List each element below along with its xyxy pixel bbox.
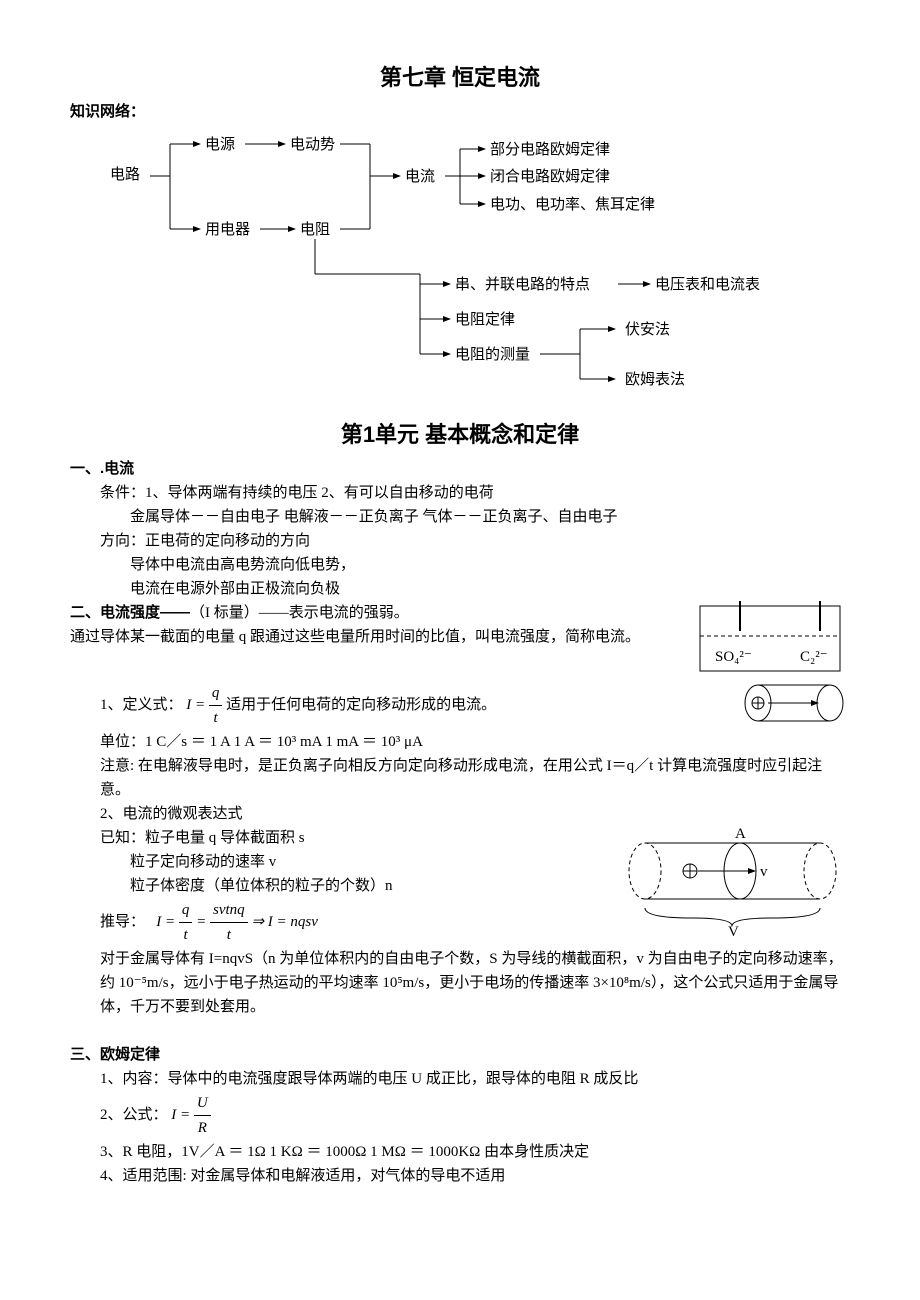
sec1-cond: 条件：1、导体两端有持续的电压 2、有可以自由移动的电荷 (70, 481, 850, 505)
tree-r3a: 伏安法 (625, 321, 670, 338)
sec2-unit: 单位：1 C／s ＝ 1 A 1 A ＝ 10³ mA 1 mA ＝ 10³ μ… (70, 730, 730, 754)
diag-A-label: A (735, 826, 746, 842)
sec2-known3: 粒子体密度（单位体积的粒子的个数）n (70, 874, 610, 898)
sec3-p1: 1、内容：导体中的电流强度跟导体两端的电压 U 成正比，跟导体的电阻 R 成反比 (70, 1067, 850, 1091)
cylinder-large-diagram: A v V (620, 826, 850, 936)
tree-root: 电路 (110, 166, 140, 183)
tree-r3b: 欧姆表法 (625, 371, 685, 388)
sec1-dir: 方向：正电荷的定向移动的方向 (70, 529, 850, 553)
sec2-known2: 粒子定向移动的速率 v (70, 850, 610, 874)
sec2-micro-h: 2、电流的微观表达式 (70, 802, 850, 826)
sec1-heading: 一、.电流 (70, 457, 850, 481)
tree-c1: 部分电路欧姆定律 (490, 141, 610, 158)
sec3-p4: 4、适用范围: 对金属导体和电解液适用，对气体的导电不适用 (70, 1164, 850, 1188)
electrolyte-diagram: SO₄²⁻ C₂²⁻ (690, 601, 850, 681)
sec2-metal: 对于金属导体有 I=nqvS（n 为单位体积内的自由电子个数，S 为导线的横截面… (70, 947, 850, 1019)
diag-v-label: v (760, 864, 768, 880)
unit-title: 第1单元 基本概念和定律 (70, 417, 850, 452)
tree-current: 电流 (405, 168, 435, 185)
tree-c3: 电功、电功率、焦耳定律 (490, 196, 655, 213)
tree-c2: 闭合电路欧姆定律 (490, 168, 610, 185)
sec2-heading2: （I 标量）——表示电流的强弱。 (190, 605, 409, 621)
diag-V-label: V (728, 924, 739, 936)
tree-resist: 电阻 (300, 221, 330, 238)
sec2-p1: 通过导体某一截面的电量 q 跟通过这些电量所用时间的比值，叫电流强度，简称电流。 (70, 625, 680, 649)
network-label: 知识网络： (70, 100, 850, 124)
so4-label: SO₄²⁻ (715, 649, 752, 665)
sec1-cond2: 金属导体－－自由电子 电解液－－正负离子 气体－－正负离子、自由电子 (70, 505, 850, 529)
sec2-heading: 二、电流强度—— (70, 604, 190, 621)
chapter-title: 第七章 恒定电流 (70, 60, 850, 95)
sec1-dir2: 导体中电流由高电势流向低电势， (70, 553, 850, 577)
sec2-def: 1、定义式： I = qt 适用于任何电荷的定向移动形成的电流。 (70, 681, 730, 730)
sec3-heading: 三、欧姆定律 (70, 1043, 850, 1067)
knowledge-tree-diagram: 电路 电源 电动势 用电器 电阻 电流 部分电路欧姆定律 闭合电路欧姆定律 电功… (70, 124, 850, 404)
tree-r3: 电阻的测量 (455, 346, 530, 363)
sec3-p2: 2、公式： I = UR (70, 1091, 850, 1140)
sec2-derive: 推导： I = qt = svtnqt ⇒ I = nqsv (70, 898, 610, 947)
tree-appliance: 用电器 (205, 221, 250, 238)
c2-label: C₂²⁻ (800, 649, 828, 665)
tree-r1b: 电压表和电流表 (655, 276, 760, 293)
tree-power-source: 电源 (205, 136, 235, 153)
sec1-dir3: 电流在电源外部由正极流向负极 (70, 577, 850, 601)
sec2-known: 已知：粒子电量 q 导体截面积 s (70, 826, 610, 850)
tree-r1: 串、并联电路的特点 (455, 276, 590, 293)
sec2-note: 注意: 在电解液导电时，是正负离子向相反方向定向移动形成电流，在用公式 I＝q／… (70, 754, 850, 802)
sec3-p3: 3、R 电阻，1V／A ＝ 1Ω 1 KΩ ＝ 1000Ω 1 MΩ ＝ 100… (70, 1140, 850, 1164)
tree-r2: 电阻定律 (455, 311, 515, 328)
tree-emf: 电动势 (290, 136, 335, 153)
cylinder-small-diagram (740, 681, 850, 726)
